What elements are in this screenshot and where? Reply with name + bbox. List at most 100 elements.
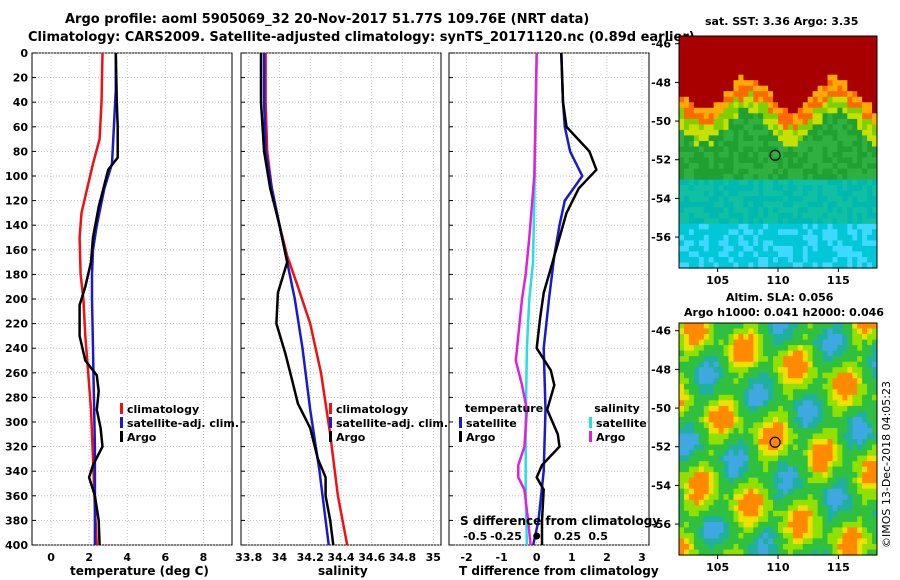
- map-cell: [743, 146, 749, 153]
- map-cell: [802, 532, 809, 539]
- map-cell: [787, 405, 794, 412]
- map-cell: [847, 240, 853, 247]
- map-cell: [679, 196, 685, 203]
- map-cell: [837, 538, 843, 545]
- map-cell: [802, 472, 809, 479]
- map-cell: [812, 411, 819, 418]
- map-cell: [807, 433, 814, 440]
- map-cell: [718, 494, 725, 501]
- map-cell: [807, 372, 814, 379]
- map-cell: [837, 367, 843, 374]
- map-cell: [738, 91, 744, 98]
- map-cell: [728, 472, 734, 479]
- map-cell: [817, 141, 824, 148]
- map-cell: [748, 339, 754, 346]
- map-cell: [679, 229, 685, 236]
- map-cell: [847, 477, 853, 484]
- map-cell: [679, 356, 685, 363]
- map-cell: [778, 383, 784, 390]
- map-cell: [693, 80, 700, 87]
- map-cell: [872, 372, 878, 379]
- map-cell: [852, 218, 858, 225]
- map-cell: [708, 422, 715, 429]
- map-cell: [758, 532, 764, 539]
- map-cell: [713, 85, 720, 92]
- map-cell: [768, 196, 774, 203]
- map-cell: [827, 527, 833, 534]
- map-cell: [733, 113, 739, 120]
- map-cell: [728, 433, 734, 440]
- map-cell: [872, 532, 878, 539]
- map-cell: [768, 240, 774, 247]
- map-cell: [703, 257, 710, 264]
- map-cell: [733, 179, 739, 186]
- map-cell: [718, 41, 725, 48]
- map-cell: [723, 41, 729, 48]
- map-cell: [872, 174, 878, 181]
- map-cell: [688, 196, 695, 203]
- map-cell: [708, 135, 715, 142]
- map-cell: [738, 52, 744, 59]
- map-cell: [718, 439, 725, 446]
- map-cell: [827, 378, 833, 385]
- map-cell: [684, 455, 690, 462]
- map-cell: [723, 146, 729, 153]
- map-cell: [733, 163, 739, 170]
- map-cell: [723, 383, 729, 390]
- map-cell: [684, 91, 690, 98]
- map-cell: [792, 146, 799, 153]
- map-cell: [684, 41, 690, 48]
- map-cell: [753, 157, 759, 164]
- map-cell: [792, 47, 799, 54]
- map-cell: [857, 251, 863, 258]
- map-cell: [753, 455, 759, 462]
- map-cell: [713, 394, 720, 401]
- map-cell: [718, 85, 725, 92]
- map-cell: [763, 118, 769, 125]
- map-cell: [738, 135, 744, 142]
- map-cell: [723, 521, 729, 528]
- map-cell: [837, 483, 843, 490]
- map-cell: [847, 339, 853, 346]
- map-cell: [783, 372, 789, 379]
- map-cell: [748, 477, 754, 484]
- map-cell: [698, 118, 705, 125]
- map-cell: [728, 510, 734, 517]
- map-cell: [688, 516, 695, 523]
- map-cell: [773, 400, 779, 407]
- map-cell: [738, 428, 744, 435]
- map-cell: [787, 356, 794, 363]
- map-cell: [783, 383, 789, 390]
- map-cell: [802, 146, 809, 153]
- map-cell: [753, 339, 759, 346]
- map-cell: [872, 163, 878, 170]
- map-cell: [758, 461, 764, 468]
- map-cell: [693, 477, 700, 484]
- map-cell: [758, 334, 764, 341]
- map-cell: [783, 323, 789, 330]
- map-cell: [852, 124, 858, 131]
- map-cell: [753, 510, 759, 517]
- map-cell: [708, 521, 715, 528]
- map-cell: [768, 118, 774, 125]
- map-cell: [743, 538, 749, 545]
- map-cell: [768, 113, 774, 120]
- map-cell: [733, 135, 739, 142]
- map-cell: [787, 323, 794, 330]
- map-cell: [837, 240, 843, 247]
- lat-tick-label: -54: [651, 479, 671, 492]
- map-cell: [723, 163, 729, 170]
- map-cell: [713, 58, 720, 65]
- map-cell: [822, 63, 828, 70]
- map-cell: [852, 505, 858, 512]
- map-cell: [693, 129, 700, 136]
- map-cell: [718, 466, 725, 473]
- map-cell: [688, 466, 695, 473]
- map-cell: [728, 367, 734, 374]
- map-cell: [847, 47, 853, 54]
- map-cell: [693, 394, 700, 401]
- map-cell: [852, 323, 858, 330]
- map-cell: [822, 41, 828, 48]
- map-cell: [753, 118, 759, 125]
- map-cell: [837, 146, 843, 153]
